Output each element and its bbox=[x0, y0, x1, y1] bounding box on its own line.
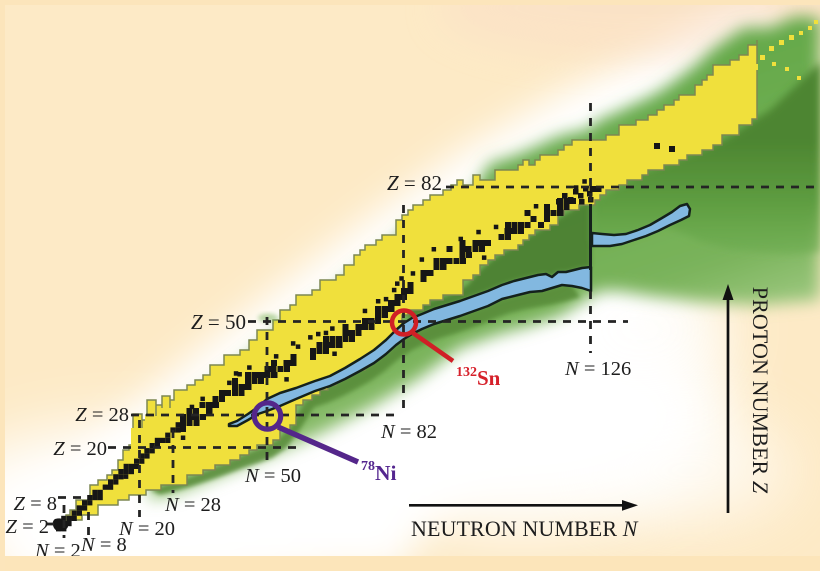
svg-text:Z = 28: Z = 28 bbox=[75, 404, 129, 426]
svg-text:78Ni: 78Ni bbox=[361, 459, 397, 485]
svg-text:N = 20: N = 20 bbox=[118, 518, 175, 540]
svg-text:N = 8: N = 8 bbox=[80, 534, 127, 556]
svg-text:Z = 8: Z = 8 bbox=[14, 493, 57, 515]
svg-text:Z = 2: Z = 2 bbox=[6, 516, 49, 538]
svg-text:NEUTRON NUMBER N: NEUTRON NUMBER N bbox=[411, 516, 639, 541]
svg-text:Z = 50: Z = 50 bbox=[191, 310, 246, 334]
svg-text:Z = 20: Z = 20 bbox=[53, 438, 107, 460]
svg-text:N = 126: N = 126 bbox=[564, 358, 631, 380]
svg-text:132Sn: 132Sn bbox=[456, 365, 501, 390]
svg-text:PROTON NUMBER Z: PROTON NUMBER Z bbox=[748, 287, 773, 494]
svg-text:N = 28: N = 28 bbox=[164, 494, 221, 516]
svg-text:N = 82: N = 82 bbox=[380, 421, 437, 443]
svg-text:N = 50: N = 50 bbox=[244, 465, 301, 487]
svg-text:Z = 82: Z = 82 bbox=[387, 171, 442, 195]
